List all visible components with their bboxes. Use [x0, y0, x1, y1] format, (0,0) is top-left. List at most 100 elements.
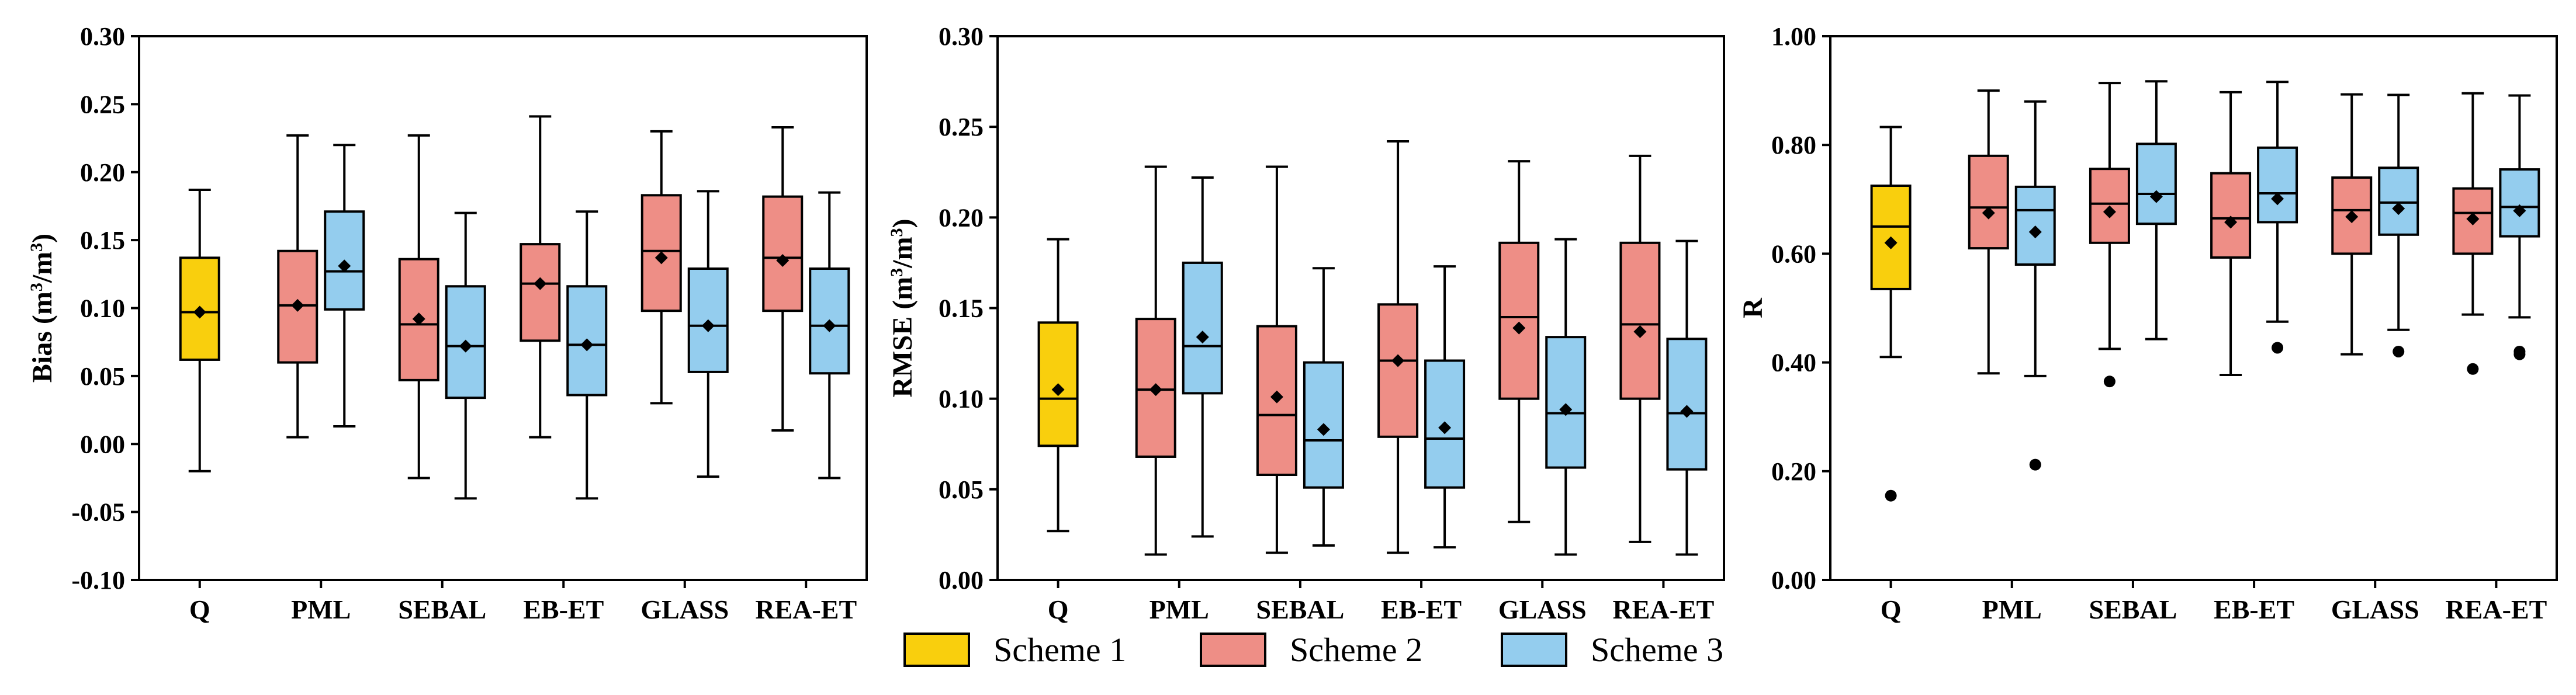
x-tick-label: REA-ET [1613, 595, 1715, 624]
box-scheme-3-eb-et [2257, 81, 2298, 354]
box-scheme-2-eb-et [520, 115, 561, 439]
x-tick-label: SEBAL [2089, 595, 2177, 624]
mean-marker [1438, 421, 1452, 435]
y-tick-label: 1.00 [1771, 22, 1816, 51]
outlier-point [2272, 342, 2284, 354]
x-tick-label: GLASS [2331, 595, 2419, 624]
box-scheme-1-q [1870, 126, 1912, 502]
x-tick-label: EB-ET [2214, 595, 2294, 624]
box-scheme-1-q [1037, 238, 1079, 533]
box-body [2257, 146, 2298, 224]
box-scheme-2-pml [1968, 89, 2009, 375]
outlier-point [2467, 363, 2479, 375]
x-tick-label: SEBAL [398, 595, 486, 624]
y-tick-label: 0.00 [939, 566, 984, 595]
box-body [1968, 154, 2009, 250]
outlier-point [2393, 345, 2405, 357]
box-scheme-3-glass [2378, 93, 2419, 357]
x-tick-label: REA-ET [2446, 595, 2547, 624]
box-body [520, 243, 561, 342]
mean-marker [1270, 390, 1283, 404]
outlier-point [2103, 376, 2115, 388]
mean-marker [2466, 212, 2480, 225]
x-tick-label: Q [1881, 595, 1902, 624]
box-scheme-3-glass [687, 190, 729, 478]
x-tick-label: EB-ET [1381, 595, 1462, 624]
box-scheme-3-pml [2014, 100, 2056, 471]
box-scheme-2-glass [640, 130, 682, 405]
box-body [2378, 166, 2419, 236]
box-scheme-2-rea-et [1619, 154, 1661, 543]
box-scheme-2-pml [277, 134, 318, 439]
box-body [762, 195, 804, 312]
box-scheme-2-glass [2331, 93, 2373, 356]
chart-r: 0.00 0.20 0.40 0.60 0.80 1.00 Q PML SEBAL EB-ET GL… [1737, 22, 2558, 624]
box-scheme-2-sebal [2089, 82, 2130, 388]
box-scheme-2-eb-et [1377, 140, 1419, 554]
plot-frame [138, 35, 868, 581]
box-body [1545, 336, 1587, 469]
box-body [1619, 241, 1661, 400]
mean-marker [1680, 405, 1694, 418]
legend-swatch-scheme-3 [1501, 633, 1567, 667]
box-scheme-2-sebal [1256, 165, 1297, 554]
x-tick-label: SEBAL [1256, 595, 1344, 624]
outlier-point [2513, 348, 2526, 360]
box-scheme-3-sebal [445, 211, 486, 500]
legend-swatch-scheme-2 [1200, 633, 1266, 667]
y-tick-label: 0.15 [939, 294, 984, 323]
mean-marker [2224, 216, 2238, 229]
mean-marker [291, 298, 304, 312]
box-scheme-2-eb-et [2210, 91, 2252, 377]
box-scheme-3-rea-et [1666, 239, 1708, 556]
box-scheme-2-glass [1498, 160, 1540, 523]
y-tick-label: 0.15 [80, 226, 125, 255]
box-scheme-2-pml [1135, 165, 1176, 556]
x-tick-label: REA-ET [755, 595, 857, 624]
box-scheme-3-pml [1182, 176, 1223, 538]
mean-marker [2513, 204, 2526, 217]
mean-marker [776, 254, 790, 267]
box-scheme-1-q [179, 189, 220, 472]
box-body [2135, 143, 2177, 225]
box-body [1666, 338, 1708, 471]
box-scheme-2-sebal [398, 134, 439, 479]
y-tick-label: 0.80 [1771, 131, 1816, 159]
mean-marker [823, 319, 836, 332]
y-axis-label: RMSE (m3/m3) [887, 219, 919, 398]
x-tick-label: GLASS [1498, 595, 1587, 624]
legend-label-scheme-1: Scheme 1 [993, 631, 1126, 669]
box-scheme-2-rea-et [762, 126, 804, 432]
x-tick-label: GLASS [640, 595, 729, 624]
mean-marker [2271, 192, 2284, 206]
mean-marker [534, 277, 547, 290]
chart-bias: -0.10 -0.05 0.00 0.05 0.10 0.15 0.20 0.25 0.30 Q P… [27, 22, 868, 624]
y-tick-label: 0.30 [939, 22, 984, 51]
box-body [2499, 168, 2540, 238]
y-tick-label: 0.60 [1771, 239, 1816, 268]
mean-marker [1051, 383, 1065, 397]
box-body [1498, 241, 1540, 400]
x-tick-label: PML [291, 595, 351, 624]
plot-frame [1829, 35, 2558, 581]
y-tick-label: 0.25 [939, 113, 984, 141]
legend: Scheme 1 Scheme 2 Scheme 3 [903, 631, 1723, 669]
panels: -0.10 -0.05 0.00 0.05 0.10 0.15 0.20 0.25 0.30 Q P… [27, 22, 2558, 624]
box-scheme-3-glass [1545, 238, 1587, 556]
x-tick-label: EB-ET [523, 595, 604, 624]
mean-marker [2392, 202, 2405, 216]
outlier-point [1885, 489, 1897, 502]
mean-marker [2028, 225, 2042, 239]
y-tick-label: 0.20 [80, 158, 125, 187]
mean-marker [2345, 210, 2359, 224]
mean-marker [701, 319, 715, 332]
y-tick-label: 0.30 [80, 22, 125, 51]
y-tick-label: 0.05 [80, 362, 125, 391]
mean-marker [1149, 383, 1162, 397]
y-tick-label: 0.05 [939, 475, 984, 504]
mean-marker [459, 339, 472, 353]
mean-marker [1982, 206, 1995, 220]
plot-frame [996, 35, 1725, 581]
y-tick-label: 0.00 [1771, 566, 1816, 595]
